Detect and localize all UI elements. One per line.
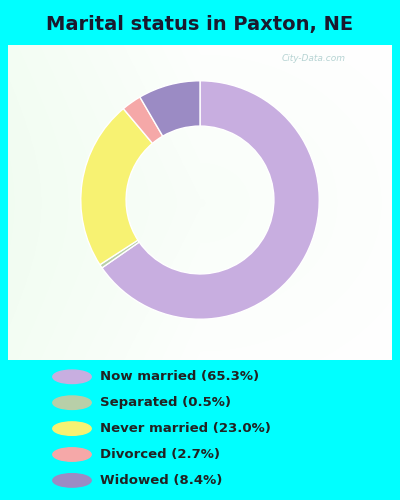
Wedge shape — [81, 108, 152, 264]
Text: City-Data.com: City-Data.com — [282, 54, 346, 64]
Text: Widowed (8.4%): Widowed (8.4%) — [100, 474, 222, 487]
Text: Never married (23.0%): Never married (23.0%) — [100, 422, 271, 435]
Circle shape — [53, 370, 91, 384]
Text: Separated (0.5%): Separated (0.5%) — [100, 396, 231, 409]
Circle shape — [53, 448, 91, 461]
Text: Marital status in Paxton, NE: Marital status in Paxton, NE — [46, 15, 354, 34]
Text: Divorced (2.7%): Divorced (2.7%) — [100, 448, 220, 461]
Wedge shape — [123, 97, 163, 144]
Wedge shape — [102, 81, 319, 319]
Circle shape — [53, 474, 91, 487]
Text: Now married (65.3%): Now married (65.3%) — [100, 370, 259, 384]
Wedge shape — [140, 81, 200, 136]
Circle shape — [53, 396, 91, 409]
Wedge shape — [100, 240, 139, 268]
Circle shape — [53, 422, 91, 436]
